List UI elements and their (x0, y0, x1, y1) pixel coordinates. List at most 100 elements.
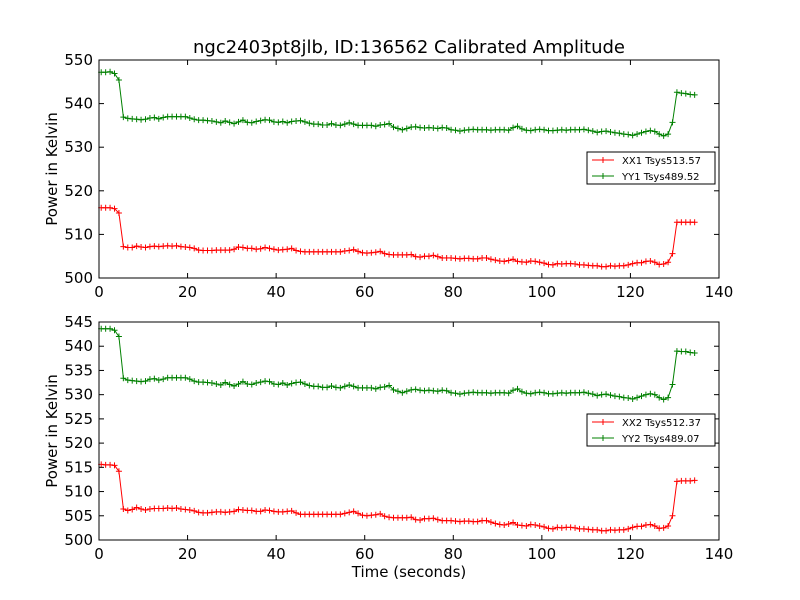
data-point-yy2 (607, 392, 614, 399)
data-point-xx2 (505, 521, 512, 528)
data-point-xx2 (186, 506, 193, 513)
data-point-yy1 (634, 131, 641, 138)
data-point-yy1 (315, 121, 322, 128)
data-point-yy2 (452, 390, 459, 397)
data-point-xx1 (536, 259, 543, 266)
data-point-xx1 (270, 246, 277, 253)
data-point-xx1 (226, 247, 233, 254)
data-point-xx2 (549, 525, 556, 532)
data-point-yy2 (275, 381, 282, 388)
data-point-yy2 (589, 391, 596, 398)
data-point-yy1 (257, 117, 264, 124)
data-point-yy1 (372, 123, 379, 130)
data-point-xx1 (142, 244, 149, 251)
data-point-yy1 (142, 116, 149, 123)
y-tick-label: 535 (64, 361, 93, 379)
data-point-yy1 (399, 126, 406, 133)
data-point-xx1 (549, 261, 556, 268)
data-point-xx1 (492, 257, 499, 264)
data-point-yy2 (580, 389, 587, 396)
data-point-xx2 (651, 522, 658, 529)
data-point-xx2 (417, 517, 424, 524)
y-tick-label: 525 (64, 410, 93, 428)
data-point-xx2 (638, 523, 645, 530)
data-point-yy1 (217, 119, 224, 126)
data-point-xx1 (430, 252, 437, 259)
data-point-yy1 (279, 118, 286, 125)
legend-label-yy1: YY1 Tsys489.52 (621, 172, 700, 183)
data-point-xx2 (474, 518, 481, 525)
data-point-yy2 (288, 380, 295, 387)
data-point-yy2 (346, 381, 353, 388)
data-point-xx1 (594, 262, 601, 269)
data-point-yy2 (284, 381, 291, 388)
x-tick-label: 20 (178, 545, 197, 563)
data-point-xx1 (133, 243, 140, 250)
data-point-yy1 (580, 126, 587, 133)
data-point-yy2 (213, 381, 220, 388)
y-tick-label: 520 (64, 434, 93, 452)
data-point-yy2 (337, 384, 344, 391)
data-point-yy2 (297, 379, 304, 386)
data-point-yy2 (160, 376, 167, 383)
data-point-yy1 (616, 130, 623, 137)
data-point-xx2 (138, 505, 145, 512)
data-point-yy1 (231, 120, 238, 127)
data-point-yy1 (191, 116, 198, 123)
data-point-xx2 (350, 508, 357, 515)
series-group (98, 68, 698, 270)
data-point-yy1 (222, 118, 229, 125)
data-point-yy1 (381, 121, 388, 128)
data-point-yy2 (111, 327, 118, 334)
data-point-yy2 (518, 388, 525, 395)
data-point-xx2 (355, 510, 362, 517)
data-point-xx2 (501, 521, 508, 528)
data-point-yy2 (665, 394, 672, 401)
axes-frame (98, 321, 720, 541)
data-point-xx2 (669, 512, 676, 519)
data-point-xx2 (536, 522, 543, 529)
data-point-yy1 (297, 117, 304, 124)
y-tick-label: 530 (64, 386, 93, 404)
data-point-yy2 (266, 378, 273, 385)
data-point-yy2 (682, 348, 689, 355)
data-point-yy1 (186, 114, 193, 121)
data-point-yy2 (279, 380, 286, 387)
x-tick-label: 60 (355, 283, 374, 301)
data-point-xx1 (350, 246, 357, 253)
data-point-yy1 (527, 127, 534, 134)
data-point-xx1 (603, 263, 610, 270)
data-point-yy1 (651, 128, 658, 135)
data-point-yy1 (239, 117, 246, 124)
data-point-yy1 (394, 125, 401, 132)
data-point-xx2 (266, 507, 273, 514)
data-point-yy1 (111, 70, 118, 77)
data-point-xx1 (115, 210, 122, 217)
data-point-xx2 (293, 509, 300, 516)
data-point-xx2 (111, 462, 118, 469)
data-point-xx2 (142, 506, 149, 513)
data-point-yy2 (456, 391, 463, 398)
data-point-yy2 (403, 388, 410, 395)
data-point-yy2 (253, 380, 260, 387)
data-point-yy1 (665, 131, 672, 138)
data-point-xx1 (381, 250, 388, 257)
legend-label-xx2: XX2 Tsys512.37 (622, 418, 701, 429)
y-tick-label: 540 (64, 337, 93, 355)
data-point-yy2 (115, 333, 122, 340)
data-point-xx1 (505, 257, 512, 264)
data-point-yy1 (324, 121, 331, 128)
data-point-xx2 (492, 520, 499, 527)
data-point-yy2 (527, 390, 534, 397)
data-point-xx2 (288, 507, 295, 514)
data-point-yy2 (505, 390, 512, 397)
data-point-xx2 (665, 522, 672, 529)
data-point-yy1 (607, 128, 614, 135)
data-point-yy2 (107, 325, 114, 332)
data-point-yy1 (341, 121, 348, 128)
data-point-yy2 (541, 389, 548, 396)
data-point-yy2 (324, 384, 331, 391)
data-point-yy2 (231, 382, 238, 389)
data-point-yy1 (682, 90, 689, 97)
